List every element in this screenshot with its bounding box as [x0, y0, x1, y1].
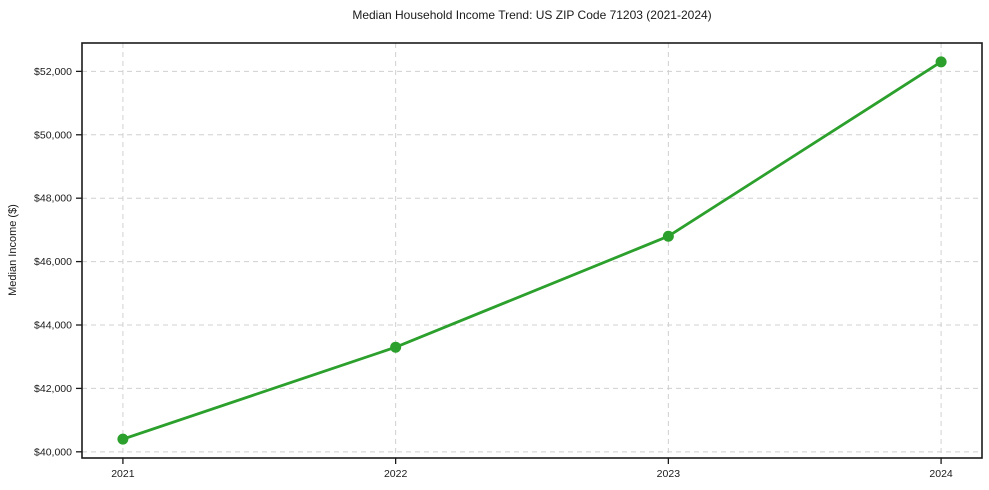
- data-point: [117, 433, 129, 445]
- x-tick-label: 2021: [111, 468, 135, 480]
- chart-title: Median Household Income Trend: US ZIP Co…: [352, 8, 712, 22]
- data-point: [935, 56, 947, 68]
- data-point: [662, 230, 674, 242]
- y-tick-label: $44,000: [34, 320, 72, 332]
- x-tick-label: 2023: [657, 468, 681, 480]
- x-tick-label: 2022: [384, 468, 408, 480]
- plot-border: [81, 42, 983, 459]
- trend-line: [121, 60, 943, 441]
- y-tick-label: $40,000: [34, 446, 72, 458]
- y-tick-label: $50,000: [34, 129, 72, 141]
- y-tick-label: $46,000: [34, 256, 72, 268]
- y-tick-label: $52,000: [34, 66, 72, 78]
- y-tick-label: $48,000: [34, 193, 72, 205]
- y-tick-label: $42,000: [34, 383, 72, 395]
- x-tick-label: 2024: [929, 468, 953, 480]
- data-point: [390, 341, 402, 353]
